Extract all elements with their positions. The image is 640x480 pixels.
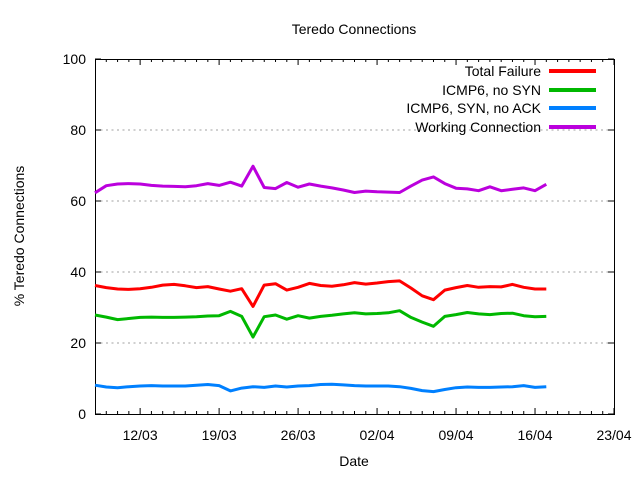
series-line-icmp6-no-syn xyxy=(94,309,547,339)
y-tick-label: 100 xyxy=(63,51,87,67)
legend-swatch-icmp6-syn-no-ack xyxy=(549,106,596,111)
y-tick-label: 0 xyxy=(78,406,86,422)
series-line-working-connection xyxy=(94,164,548,195)
y-ticks xyxy=(95,58,614,415)
legend-item-icmp6-no-syn: ICMP6, no SYN xyxy=(406,81,596,100)
y-tick-label: 40 xyxy=(70,264,86,280)
series-line-icmp6-syn-no-ack xyxy=(94,382,547,394)
legend-swatch-total-failure xyxy=(549,69,596,74)
y-tick-labels: 0 20 40 60 80 100 xyxy=(63,51,87,422)
x-tick-label: 26/03 xyxy=(281,427,316,443)
x-tick-label: 02/04 xyxy=(360,427,395,443)
legend-swatch-icmp6-no-syn xyxy=(549,87,596,92)
x-ticks xyxy=(105,59,615,414)
chart-title: Teredo Connections xyxy=(291,21,417,37)
legend-label: ICMP6, no SYN xyxy=(442,81,541,98)
y-tick-label: 80 xyxy=(70,122,86,138)
series-line-total-failure xyxy=(94,279,547,308)
y-axis-label: % Teredo Connections xyxy=(11,165,27,307)
legend-label: Working Connection xyxy=(415,118,541,135)
x-tick-labels: 12/03 19/03 26/03 02/04 09/04 16/04 23/04 xyxy=(123,427,632,443)
x-axis-label: Date xyxy=(339,453,369,469)
legend-item-icmp6-syn-no-ack: ICMP6, SYN, no ACK xyxy=(406,99,596,118)
legend-label: Total Failure xyxy=(464,63,541,79)
legend-item-total-failure: Total Failure xyxy=(406,62,596,81)
y-tick-label: 20 xyxy=(70,335,86,351)
legend: Total Failure ICMP6, no SYN ICMP6, SYN, … xyxy=(406,62,596,136)
x-tick-label: 19/03 xyxy=(202,427,237,443)
legend-label: ICMP6, SYN, no ACK xyxy=(406,100,541,116)
y-tick-label: 60 xyxy=(70,193,86,209)
x-tick-label: 23/04 xyxy=(596,427,631,443)
x-tick-label: 12/03 xyxy=(123,427,158,443)
x-tick-label: 16/04 xyxy=(517,427,552,443)
legend-swatch-working-connection xyxy=(549,124,596,129)
x-tick-label: 09/04 xyxy=(439,427,474,443)
legend-item-working-connection: Working Connection xyxy=(406,118,596,137)
y-gridlines xyxy=(95,129,614,344)
